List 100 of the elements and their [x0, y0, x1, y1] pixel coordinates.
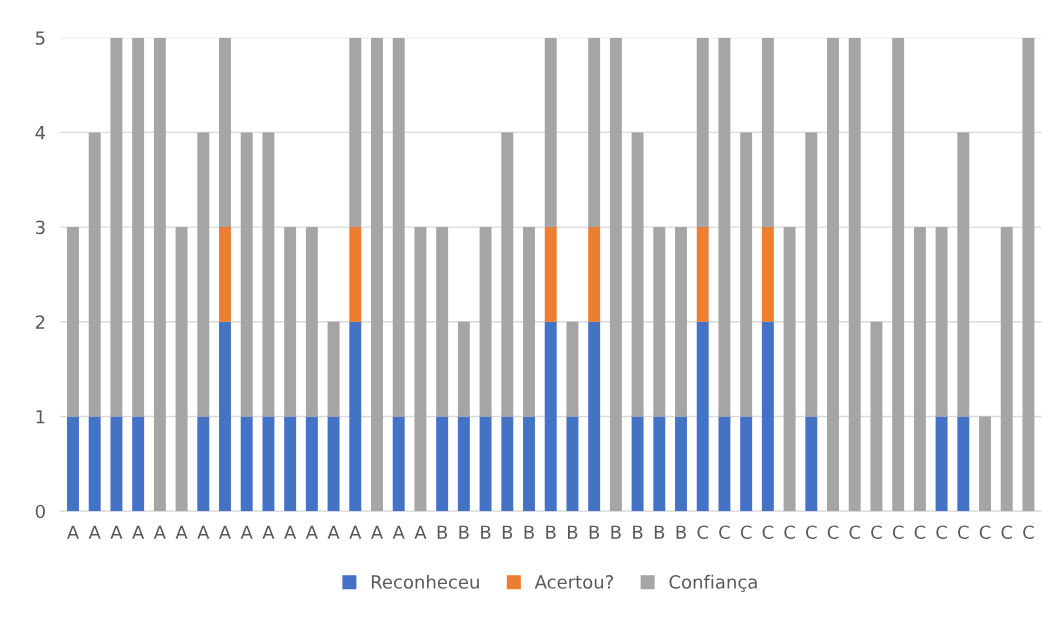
x-tick-label: A	[284, 525, 297, 539]
bar	[371, 37, 383, 512]
x-tick-label: C	[762, 525, 774, 540]
bar	[349, 321, 362, 512]
bar	[175, 227, 188, 512]
bar	[110, 37, 123, 417]
bar	[957, 416, 970, 512]
bar	[848, 37, 861, 512]
bar	[197, 416, 210, 512]
x-tick-label: C	[1001, 525, 1013, 540]
x-tick-label: C	[740, 525, 752, 540]
x-tick-label: B	[654, 525, 665, 539]
x-tick-label: A	[392, 525, 405, 539]
bar	[805, 416, 818, 512]
bar	[566, 321, 579, 417]
bar	[718, 416, 731, 512]
x-tick-label: B	[459, 525, 469, 539]
x-tick-label: B	[546, 525, 556, 539]
bar	[327, 416, 340, 512]
bar	[392, 416, 405, 512]
x-tick-label: B	[589, 525, 600, 539]
bar	[436, 227, 449, 417]
bar	[718, 37, 731, 417]
x-tick-label: C	[697, 525, 709, 540]
bar	[240, 416, 253, 512]
bar	[110, 416, 123, 512]
bar	[349, 227, 362, 322]
bar	[67, 416, 79, 512]
bar	[284, 227, 297, 417]
bar	[740, 416, 753, 512]
x-tick-label: A	[218, 525, 232, 539]
bar	[67, 227, 79, 417]
bar	[761, 227, 774, 322]
x-tick-label: B	[611, 525, 621, 539]
bar	[88, 132, 101, 417]
x-tick-label: A	[110, 525, 123, 539]
bar	[696, 37, 709, 228]
bar	[523, 416, 535, 512]
bar	[566, 416, 579, 512]
bar	[870, 321, 883, 512]
bar	[219, 321, 231, 512]
bar	[479, 416, 492, 512]
bar	[935, 227, 948, 417]
bar	[523, 227, 535, 417]
legend-label: Acertou?	[534, 575, 613, 589]
bar	[588, 227, 601, 322]
x-tick-label: A	[262, 525, 275, 539]
bar	[675, 416, 687, 512]
x-tick-label: A	[305, 525, 318, 539]
bar	[501, 416, 514, 512]
bar	[544, 37, 557, 228]
bar	[197, 132, 210, 417]
bar	[1022, 37, 1035, 512]
bar	[132, 37, 145, 417]
x-tick-label: A	[370, 525, 384, 539]
y-tick-label: 4	[35, 126, 46, 140]
bar	[892, 37, 905, 512]
bar	[588, 37, 601, 228]
bar	[935, 416, 948, 512]
bar	[284, 416, 297, 512]
bar	[913, 227, 926, 512]
bar	[457, 321, 470, 417]
bar	[262, 132, 275, 417]
bar	[805, 132, 818, 417]
bar	[153, 37, 166, 512]
x-tick-label: A	[175, 525, 188, 539]
x-tick-label: A	[88, 525, 101, 539]
y-tick-label: 3	[35, 220, 45, 235]
bar	[675, 227, 687, 417]
bar	[783, 227, 796, 512]
y-tick-label: 2	[35, 315, 45, 329]
bar	[392, 37, 405, 417]
x-tick-label: C	[806, 525, 817, 540]
x-tick-label: C	[936, 525, 947, 540]
x-tick-label: C	[784, 525, 795, 540]
x-tick-label: C	[1023, 525, 1034, 540]
bar	[414, 227, 427, 512]
bar	[653, 227, 666, 417]
x-tick-label: C	[958, 525, 969, 540]
bar	[262, 416, 275, 512]
legend-label: Reconheceu	[371, 574, 479, 589]
bar	[219, 227, 231, 322]
x-tick-label: B	[633, 525, 643, 539]
x-tick-label: B	[524, 525, 534, 539]
bar	[544, 227, 557, 322]
bar	[631, 416, 644, 512]
bar	[761, 37, 774, 228]
bar	[979, 416, 991, 512]
bar	[132, 416, 145, 512]
bar	[479, 227, 492, 417]
bar	[696, 227, 709, 322]
x-tick-label: C	[719, 525, 730, 540]
x-tick-label: A	[349, 525, 362, 539]
x-tick-label: C	[892, 525, 904, 540]
x-tick-label: A	[132, 525, 145, 539]
bar	[501, 132, 514, 417]
x-tick-label: C	[871, 525, 882, 540]
bar	[1000, 227, 1013, 512]
bar	[88, 416, 101, 512]
bar	[761, 321, 774, 512]
